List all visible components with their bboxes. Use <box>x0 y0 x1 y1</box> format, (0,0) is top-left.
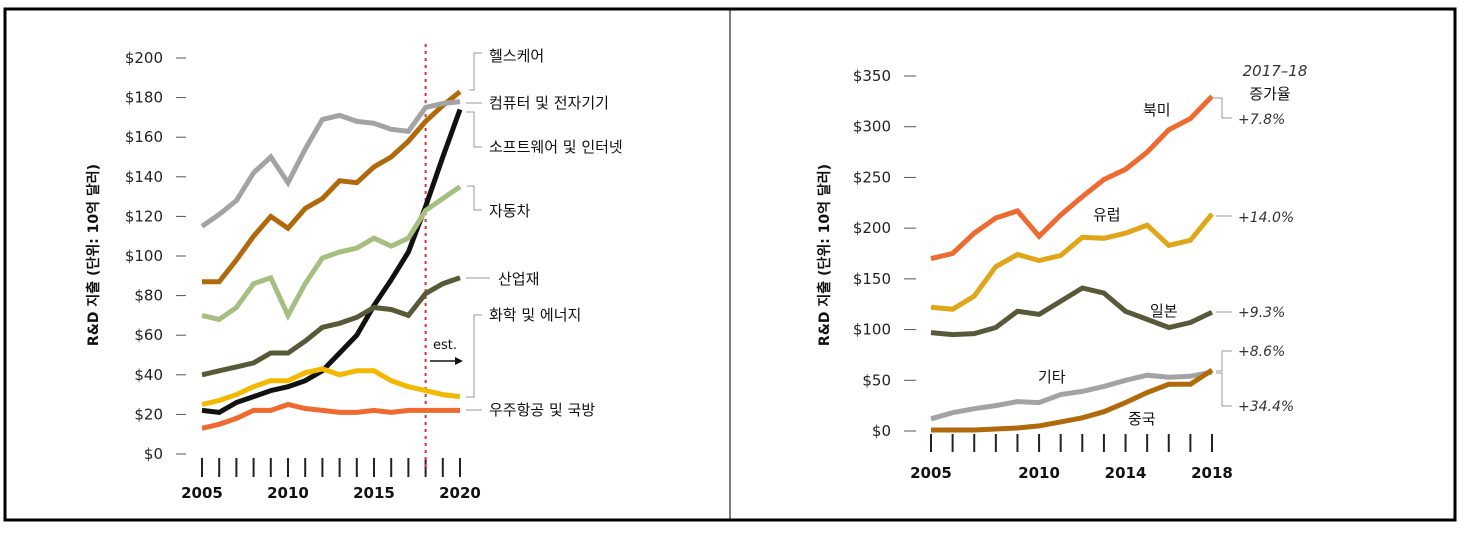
y-tick-label: $100 <box>853 321 891 339</box>
connector-auto <box>467 185 482 211</box>
legend-connectors <box>466 52 490 411</box>
y-tick-label: $50 <box>862 371 891 389</box>
series-line <box>930 94 1214 262</box>
chart-right-y-axis: $0 $50 $100 $150 $200 $250 $300 $350 <box>853 67 916 440</box>
connector-china <box>1216 372 1232 407</box>
series-line <box>202 89 462 285</box>
y-tick-label: $250 <box>853 168 891 186</box>
x-tick-label: 2014 <box>1105 464 1147 482</box>
y-tick-label: $120 <box>125 207 163 225</box>
legend-label-chemicals: 화학 및 에너지 <box>489 306 581 324</box>
x-tick-label: 2018 <box>1191 464 1233 482</box>
chart-left-y-axis: $0 $20 $40 $60 $80 $100 $120 $140 $160 $180 $200 <box>125 49 186 463</box>
connector-north-america <box>1214 97 1232 119</box>
connector-other <box>1216 350 1232 372</box>
y-tick-label: $60 <box>134 326 163 344</box>
chart-right-x-axis: 2005 2010 2014 2018 <box>910 434 1233 482</box>
series-line <box>201 366 461 407</box>
legend-label-software: 소프트웨어 및 인터넷 <box>489 138 623 156</box>
growth-north-america: +7.8% <box>1238 112 1285 128</box>
series-line <box>201 275 461 378</box>
growth-japan: +9.3% <box>1238 305 1285 321</box>
y-tick-label: $200 <box>125 49 163 67</box>
chart-left-x-axis: 2005 2010 2015 2020 <box>181 458 481 502</box>
series-line <box>201 108 463 415</box>
x-tick-label: 2020 <box>439 484 481 502</box>
chart-left-y-label: R&D 지출 (단위: 10억 달러) <box>85 164 102 346</box>
x-tick-label: 2015 <box>353 484 395 502</box>
series-label-china: 중국 <box>1128 410 1156 428</box>
connector-software <box>466 111 482 148</box>
series-line <box>201 401 460 431</box>
y-tick-label: $180 <box>125 89 163 107</box>
y-tick-label: $200 <box>853 219 891 237</box>
connector-healthcare <box>469 52 482 91</box>
chart-left-legend: 헬스케어 컴퓨터 및 전자기기 소프트웨어 및 인터넷 자동차 산업재 화학 및… <box>466 47 623 419</box>
y-tick-label: $40 <box>134 366 163 384</box>
legend-label-healthcare: 헬스케어 <box>489 47 544 65</box>
y-tick-label: $20 <box>134 405 163 423</box>
growth-other: +8.6% <box>1238 344 1285 360</box>
chart-right-legend: 북미 유럽 일본 기타 중국 <box>1038 101 1178 428</box>
legend-label-computers: 컴퓨터 및 전자기기 <box>489 94 609 112</box>
x-tick-label: 2005 <box>181 484 223 502</box>
legend-label-aerospace: 우주항공 및 국방 <box>489 401 595 419</box>
estimate-arrow-icon <box>430 357 463 365</box>
y-tick-label: $0 <box>872 422 891 440</box>
x-tick-label: 2010 <box>1018 464 1060 482</box>
series-line <box>930 285 1214 338</box>
y-tick-label: $80 <box>134 287 163 305</box>
chart-right-series <box>930 94 1214 433</box>
x-tick-label: 2005 <box>910 464 952 482</box>
series-label-other: 기타 <box>1038 368 1066 386</box>
series-label-north-america: 북미 <box>1143 101 1171 119</box>
growth-china: +34.4% <box>1238 399 1294 415</box>
y-tick-label: $350 <box>853 67 891 85</box>
series-line <box>931 368 1214 433</box>
series-label-europe: 유럽 <box>1093 206 1121 224</box>
legend-label-industrials: 산업재 <box>498 270 539 288</box>
y-tick-label: $140 <box>125 168 163 186</box>
connector-chemicals <box>466 314 482 398</box>
series-line <box>201 184 462 323</box>
y-tick-label: $0 <box>144 445 163 463</box>
y-tick-label: $160 <box>125 128 163 146</box>
series-line <box>930 212 1214 312</box>
growth-connectors <box>1214 97 1232 407</box>
chart-right: R&D 지출 (단위: 10억 달러) $0 $50 $100 $150 $200 $25… <box>816 62 1307 482</box>
chart-left: R&D 지출 (단위: 10억 달러) $0 $20 $40 $60 $80 $100 $1… <box>85 44 623 502</box>
growth-header-label: 증가율 <box>1249 85 1290 103</box>
x-tick-label: 2010 <box>267 484 309 502</box>
legend-label-auto: 자동차 <box>489 202 531 220</box>
series-line <box>200 99 461 229</box>
estimate-label: est. <box>433 338 457 353</box>
chart-left-series <box>200 89 463 431</box>
chart-right-y-label: R&D 지출 (단위: 10억 달러) <box>816 164 833 346</box>
growth-values: +7.8% +14.0% +9.3% +8.6% +34.4% <box>1238 112 1294 415</box>
growth-header-years: 2017–18 <box>1243 62 1308 80</box>
y-tick-label: $150 <box>853 270 891 288</box>
y-tick-label: $300 <box>853 118 891 136</box>
series-label-japan: 일본 <box>1150 302 1178 320</box>
series-line <box>930 369 1213 422</box>
growth-europe: +14.0% <box>1238 210 1294 226</box>
y-tick-label: $100 <box>125 247 163 265</box>
